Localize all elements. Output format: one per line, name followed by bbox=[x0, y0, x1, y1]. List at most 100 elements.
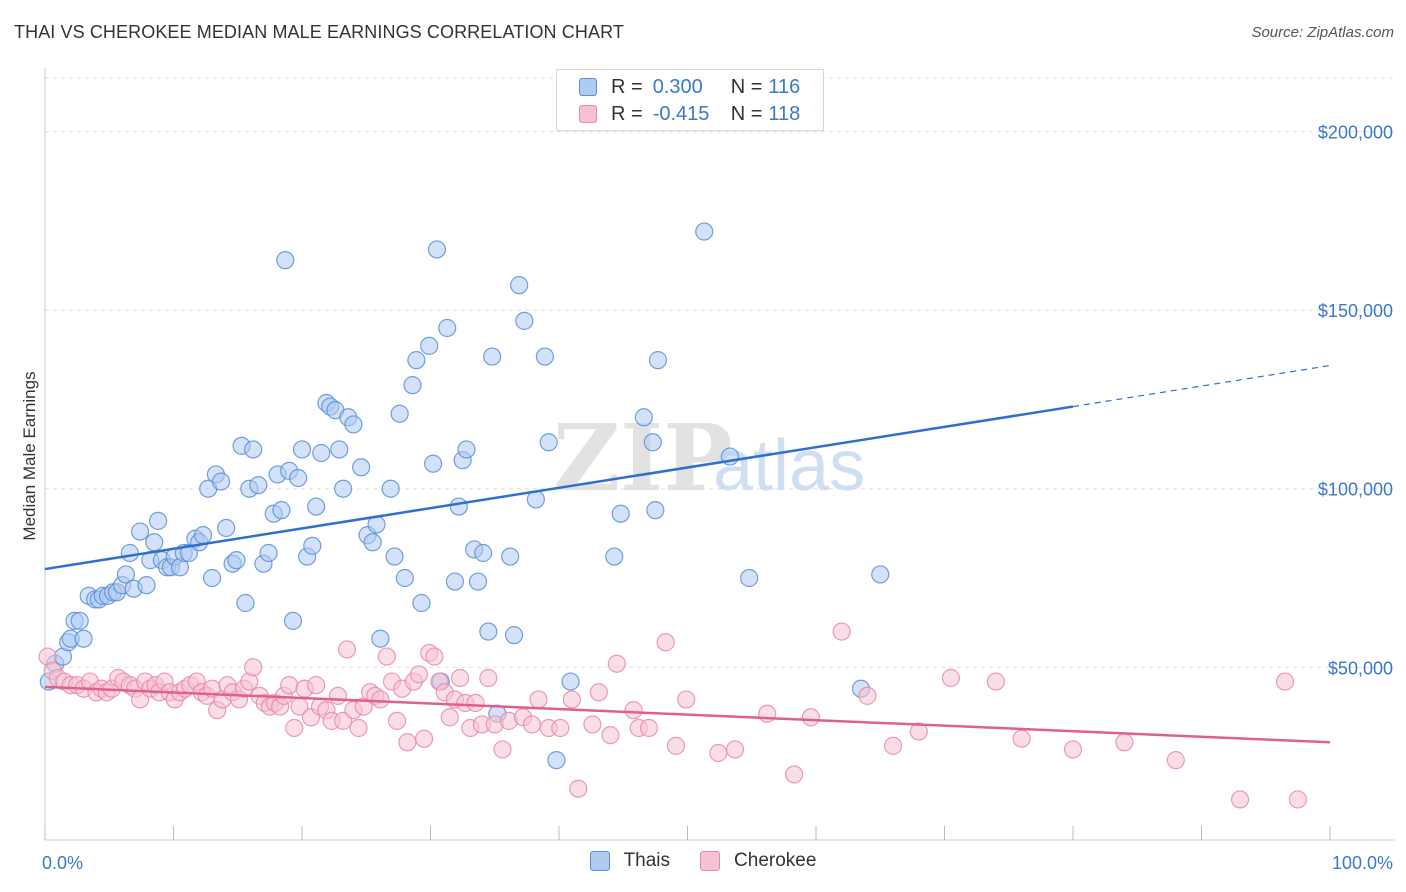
x-tick-label-min: 0.0% bbox=[42, 853, 83, 873]
cherokee-point bbox=[337, 640, 357, 659]
cherokee-point bbox=[624, 701, 643, 720]
cherokee-point bbox=[1288, 790, 1307, 809]
cherokee-point bbox=[522, 715, 542, 734]
thais-point bbox=[303, 536, 322, 555]
thais-point bbox=[547, 751, 566, 770]
thais-point bbox=[395, 568, 414, 588]
thais-point bbox=[217, 518, 236, 538]
thais-swatch bbox=[579, 78, 597, 96]
cherokee-point bbox=[387, 711, 407, 730]
cherokee-points bbox=[38, 622, 1307, 809]
thais-point bbox=[510, 276, 529, 295]
thais-point bbox=[202, 568, 222, 588]
thais-point bbox=[381, 479, 400, 498]
thais-point bbox=[330, 440, 349, 459]
y-tick-label: $100,000 bbox=[1318, 480, 1393, 500]
cherokee-point bbox=[709, 743, 728, 763]
thais-point bbox=[276, 251, 295, 270]
cherokee-point bbox=[666, 736, 686, 755]
thais-point bbox=[740, 568, 759, 588]
y-tick-labels: $50,000 $100,000 $150,000 $200,000 bbox=[1318, 123, 1393, 679]
cherokee-point bbox=[1063, 740, 1083, 759]
cherokee-point bbox=[1012, 729, 1031, 748]
thais-point bbox=[695, 222, 714, 241]
thais-point bbox=[272, 501, 291, 520]
thais-point bbox=[130, 522, 150, 541]
cherokee-point bbox=[371, 690, 390, 709]
thais-point bbox=[193, 526, 213, 545]
thais-point bbox=[412, 593, 431, 613]
cherokee-point bbox=[280, 676, 299, 695]
cherokee-point bbox=[425, 647, 444, 666]
thais-legend-label: Thais bbox=[623, 850, 671, 871]
thais-point bbox=[137, 576, 156, 595]
cherokee-point bbox=[450, 668, 470, 688]
cherokee-point bbox=[466, 693, 485, 713]
thais-point bbox=[483, 347, 502, 366]
cherokee-point bbox=[677, 690, 696, 709]
thais-point bbox=[70, 611, 89, 630]
cherokee-point bbox=[639, 718, 659, 738]
cherokee-point bbox=[801, 708, 820, 727]
legend-item-cherokee: Cherokee bbox=[700, 850, 816, 872]
thais-point bbox=[236, 593, 255, 613]
x-tick-label-max: 100.0% bbox=[1332, 853, 1393, 873]
legend-r-label: R = bbox=[611, 75, 643, 98]
series-legend: Thais Cherokee bbox=[0, 850, 1406, 872]
cherokee-point bbox=[758, 704, 777, 723]
legend-n-label: N = bbox=[730, 75, 763, 98]
legend-item-thais: Thais bbox=[589, 850, 671, 872]
thais-legend-swatch bbox=[589, 851, 610, 871]
legend-row-thais: R = 0.300 N = 116 bbox=[579, 75, 800, 99]
legend-n-value: 118 bbox=[768, 102, 801, 125]
cherokee-point bbox=[607, 654, 626, 673]
thais-point bbox=[385, 547, 404, 566]
cherokee-point bbox=[377, 647, 396, 666]
thais-point bbox=[344, 415, 363, 434]
legend-row-cherokee: R = -0.415 N = 118 bbox=[579, 102, 800, 126]
thais-point bbox=[334, 479, 353, 498]
cherokee-point bbox=[529, 690, 548, 709]
thais-point bbox=[423, 454, 443, 473]
thais-point bbox=[420, 336, 439, 355]
cherokee-point bbox=[909, 722, 928, 741]
thais-point bbox=[445, 572, 465, 591]
cherokee-point bbox=[986, 672, 1006, 691]
thais-point bbox=[211, 472, 231, 491]
cherokee-point bbox=[941, 668, 961, 688]
thais-point bbox=[371, 629, 390, 648]
thais-point bbox=[539, 433, 558, 452]
cherokee-point bbox=[493, 740, 512, 759]
cherokee-trend-line bbox=[44, 685, 1331, 744]
thais-point bbox=[403, 376, 422, 395]
source-label: Source: ZipAtlas.com bbox=[1251, 24, 1394, 41]
thais-point bbox=[249, 476, 268, 495]
thais-trend-line bbox=[44, 405, 1074, 571]
thais-point bbox=[468, 572, 488, 591]
y-tick-label: $150,000 bbox=[1318, 301, 1393, 321]
thais-point bbox=[504, 626, 524, 645]
legend-n-value: 116 bbox=[768, 75, 801, 98]
thais-point bbox=[438, 318, 457, 338]
thais-point bbox=[74, 629, 93, 648]
cherokee-point bbox=[285, 718, 304, 738]
cherokee-point bbox=[583, 715, 602, 734]
thais-point bbox=[561, 672, 580, 691]
thais-point bbox=[352, 458, 371, 477]
thais-point bbox=[479, 622, 498, 641]
thais-point bbox=[643, 433, 662, 452]
cherokee-point bbox=[414, 729, 434, 748]
thais-point bbox=[457, 440, 476, 459]
cherokee-point bbox=[601, 726, 620, 745]
cherokee-point bbox=[883, 736, 903, 755]
axes bbox=[44, 68, 1395, 841]
thais-point bbox=[259, 543, 278, 563]
cherokee-point bbox=[589, 683, 608, 702]
thais-point bbox=[148, 511, 168, 530]
thais-point bbox=[634, 408, 653, 427]
thais-point bbox=[871, 565, 890, 584]
thais-point bbox=[307, 497, 326, 516]
thais-point bbox=[427, 240, 447, 259]
thais-point bbox=[390, 404, 409, 423]
